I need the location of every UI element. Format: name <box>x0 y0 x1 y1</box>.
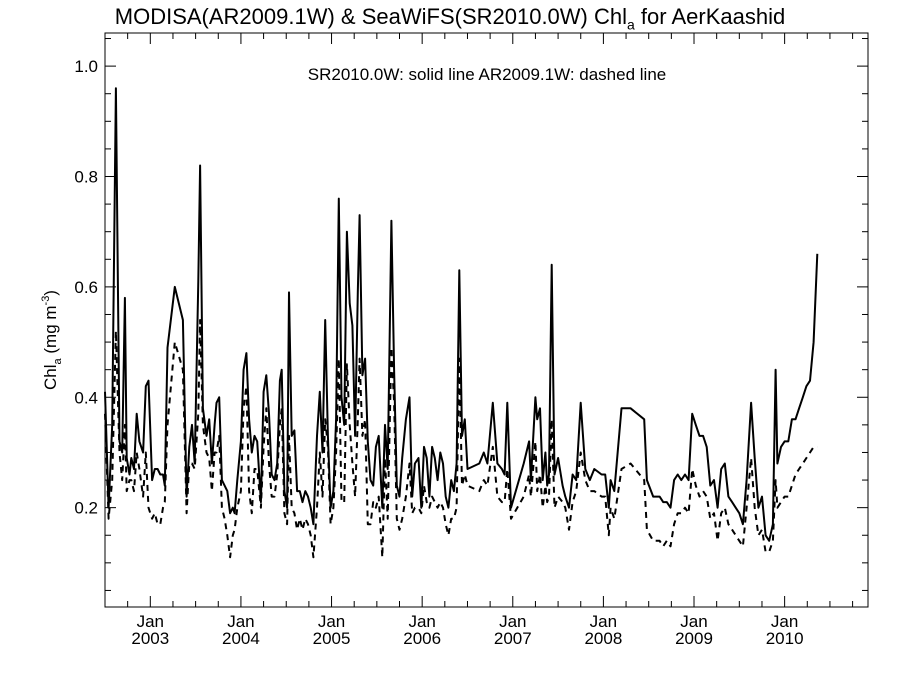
chart-title: MODISA(AR2009.1W) & SeaWiFS(SR2010.0W) C… <box>114 4 786 33</box>
plot-border <box>104 32 869 608</box>
y-tick-label: 1.0 <box>74 57 98 76</box>
x-tick-label-year: 2005 <box>313 629 351 648</box>
x-tick-label-year: 2004 <box>222 629 260 648</box>
series-layer <box>104 87 819 559</box>
y-axis-label-unit: (mg m <box>41 305 60 358</box>
y-axis-label-sup: -3 <box>40 296 52 306</box>
plot-frame <box>104 32 869 608</box>
x-tick-label-year: 2008 <box>584 629 622 648</box>
x-tick-label-year: 2010 <box>766 629 804 648</box>
x-tick-label-year: 2007 <box>494 629 532 648</box>
y-tick-label: 0.2 <box>74 499 98 518</box>
y-tick-label: 0.4 <box>74 388 98 407</box>
y-axis-label-end: ) <box>41 290 60 296</box>
y-axis: 0.2 0.4 0.6 0.8 1.0 <box>74 38 868 591</box>
series-line-ar2009-1w <box>104 319 818 559</box>
series-line-sr2010-0w <box>104 87 819 542</box>
x-tick-label-month: Jan <box>227 612 254 631</box>
legend-annotation: SR2010.0W: solid line AR2009.1W: dashed … <box>308 65 667 84</box>
x-tick-label-month: Jan <box>771 612 798 631</box>
x-tick-label-month: Jan <box>680 612 707 631</box>
x-axis: Jan2003Jan2004Jan2005Jan2006Jan2007Jan20… <box>104 33 854 648</box>
y-tick-label: 0.8 <box>74 168 98 187</box>
y-axis-label-sub: a <box>52 357 64 364</box>
x-tick-label-month: Jan <box>137 612 164 631</box>
y-axis-label: Chla (mg m-3) <box>40 290 64 390</box>
y-tick-label: 0.6 <box>74 278 98 297</box>
x-tick-label-month: Jan <box>499 612 526 631</box>
x-tick-label-month: Jan <box>318 612 345 631</box>
x-tick-label-month: Jan <box>408 612 435 631</box>
x-tick-label-year: 2006 <box>403 629 441 648</box>
x-tick-label-month: Jan <box>590 612 617 631</box>
x-tick-label-year: 2009 <box>675 629 713 648</box>
x-tick-label-year: 2003 <box>131 629 169 648</box>
